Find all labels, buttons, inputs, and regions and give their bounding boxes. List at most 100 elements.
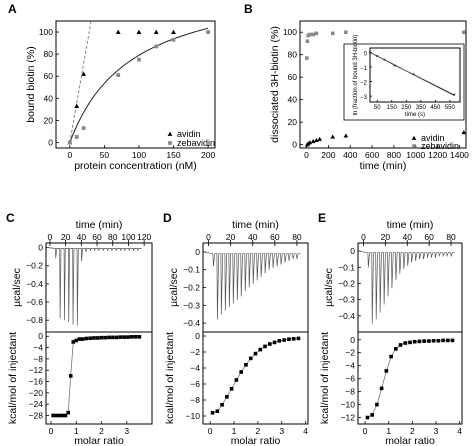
panel-a-zebavidin-point bbox=[206, 30, 210, 34]
panel-c-isotherm-point bbox=[66, 410, 71, 415]
panel-a-legend-zebavidin: zebavidin bbox=[177, 138, 215, 148]
panel-c-bottom-y-tick-label: −28 bbox=[29, 411, 44, 421]
panel-c-bottom-frame bbox=[45, 331, 153, 425]
panel-letter-d: D bbox=[163, 211, 172, 225]
panel-c-raw-heat-trace bbox=[46, 247, 142, 326]
panel-a-zebavidin-point bbox=[81, 126, 86, 131]
panel-a-x-tick-label: 150 bbox=[166, 150, 180, 160]
panel-e-isotherm-point bbox=[436, 338, 441, 343]
panel-a-x-tick-label: 100 bbox=[132, 150, 146, 160]
panel-b-inset-point bbox=[412, 73, 415, 76]
panel-b-inset-y-tick-label: 0 bbox=[364, 51, 368, 57]
panel-b-legend-avidin-marker bbox=[411, 135, 417, 140]
panel-a-avidin-point bbox=[74, 103, 80, 108]
panel-e-isotherm-point bbox=[412, 339, 417, 344]
panel-c-top-y-tick-label: −0.4 bbox=[26, 279, 43, 289]
panel-a-x-tick-label: 0 bbox=[67, 150, 72, 160]
panel-d-isotherm-point bbox=[210, 411, 215, 415]
panel-a-zebavidin-point bbox=[116, 73, 121, 78]
panel-b-inset-frame bbox=[369, 47, 461, 103]
panel-b-avidin-point bbox=[314, 137, 319, 142]
panel-b-inset-point bbox=[393, 64, 396, 67]
panel-c-isotherm-point bbox=[60, 413, 65, 418]
panel-d-bottom-x-tick-label: 0 bbox=[208, 426, 213, 436]
panel-e-time-tick-label: 0 bbox=[361, 232, 366, 242]
panel-b-x-tick-label: 400 bbox=[343, 150, 357, 160]
panel-d-bottom-y-tick-label: −8 bbox=[190, 395, 200, 405]
panel-b-x-tick-label: 600 bbox=[365, 150, 379, 160]
panel-c-isotherm-point bbox=[74, 338, 79, 343]
panel-e-time-tick-label: 60 bbox=[424, 232, 434, 242]
panel-c-bottom-xlabel: molar ratio bbox=[74, 435, 124, 446]
panel-b-x-tick-label: 0 bbox=[304, 150, 309, 160]
panel-a-legend-avidin-marker bbox=[167, 131, 173, 136]
panel-c-time-tick-label: 100 bbox=[121, 232, 135, 242]
panel-d-bottom-x-tick-label: 3 bbox=[279, 426, 284, 436]
panel-b-zebavidin-point bbox=[304, 56, 309, 60]
panel-d-bottom-frame bbox=[202, 331, 309, 425]
panel-d-isotherm-point bbox=[253, 351, 258, 356]
panel-e-raw-heat-trace bbox=[359, 250, 455, 324]
panel-a-saturation-fit bbox=[69, 27, 209, 143]
panel-b-inset-point bbox=[383, 58, 386, 61]
panel-e-isotherm-point bbox=[408, 340, 412, 345]
panel-letter-c: C bbox=[6, 211, 15, 225]
panel-b-x-tick-label: 1400 bbox=[450, 150, 469, 160]
panel-e-bottom-frame bbox=[357, 331, 463, 425]
panel-c-bottom-x-tick-label: 0 bbox=[49, 426, 54, 436]
panel-e-bottom-x-tick-label: 1 bbox=[386, 426, 391, 436]
panel-d-top-y-tick-label: −0.4 bbox=[183, 318, 200, 328]
panel-e-isotherm-point bbox=[398, 343, 403, 347]
panel-b-legend-zebavidin: zebavidin bbox=[421, 141, 459, 151]
panel-d-isotherm-point bbox=[287, 337, 291, 341]
panel-e-isotherm-point bbox=[379, 386, 384, 391]
panel-a-avidin-point bbox=[115, 29, 121, 34]
panel-b-x-tick-label: 1200 bbox=[428, 150, 447, 160]
panel-e-bottom-y-tick-label: −8 bbox=[345, 387, 355, 397]
panel-c-isotherm-point bbox=[54, 413, 58, 418]
panel-c-top-y-tick-label: −0.8 bbox=[26, 315, 43, 325]
panel-e-isotherm-point bbox=[375, 402, 379, 407]
panel-c-isotherm-point bbox=[68, 374, 73, 378]
panel-d-bottom-ylabel: kcal/mol of injectant bbox=[164, 332, 176, 424]
panel-c-time-tick-label: 20 bbox=[61, 232, 71, 242]
panel-c-time-tick-label: 0 bbox=[48, 232, 53, 242]
panel-c-time-tick-label: 80 bbox=[108, 232, 118, 242]
panel-b-xlabel: time (min) bbox=[360, 160, 407, 172]
panel-c-bottom-y-tick-label: −20 bbox=[29, 388, 44, 398]
panel-d-bottom-xlabel: molar ratio bbox=[231, 435, 281, 446]
panel-d-isotherm-point bbox=[225, 395, 229, 399]
panel-c-top-y-tick-label: −0.6 bbox=[26, 297, 43, 307]
panel-b-y-tick-label: 100 bbox=[283, 27, 297, 37]
panel-c-isotherm-point bbox=[99, 335, 104, 340]
panel-c-bottom-y-tick-label: −16 bbox=[29, 377, 44, 387]
panel-a-x-tick-label: 50 bbox=[100, 150, 110, 160]
panel-b-inset-box bbox=[343, 43, 465, 121]
panel-a-legend-zebavidin-marker bbox=[168, 141, 172, 145]
panel-e-isotherm-point bbox=[370, 413, 374, 417]
panel-d-isotherm-point bbox=[215, 409, 220, 413]
panel-d-isotherm-point bbox=[220, 403, 224, 407]
panel-c-isotherm-point bbox=[126, 335, 130, 339]
panel-a-avidin-point bbox=[81, 71, 87, 76]
panel-e-isotherm-point bbox=[431, 338, 436, 343]
panel-c-isotherm-point bbox=[137, 335, 142, 339]
panel-d-isotherm-point bbox=[268, 342, 272, 346]
panel-c-isotherm-point bbox=[114, 335, 119, 340]
panel-b-inset-x-tick-label: 150 bbox=[387, 105, 398, 111]
panel-c-top-frame bbox=[45, 242, 153, 333]
panel-e-isotherm-point bbox=[394, 347, 398, 351]
panel-e-time-label: time (min) bbox=[387, 219, 434, 231]
panel-c-isotherm-point bbox=[63, 413, 68, 418]
panel-b-zebavidin-point bbox=[462, 30, 466, 35]
panel-b-zebavidin-point bbox=[305, 39, 310, 44]
panel-a-zebavidin-point bbox=[154, 44, 159, 49]
panel-b-inset-y-tick-label: −3 bbox=[360, 95, 368, 101]
panel-b-inset-xlabel: time (s) bbox=[405, 112, 425, 118]
panel-a-linear-fit bbox=[69, 20, 92, 143]
panel-e-bottom-x-tick-label: 3 bbox=[434, 426, 439, 436]
panel-b-x-tick-label: 200 bbox=[321, 150, 335, 160]
panel-e-bottom-y-tick-label: −10 bbox=[341, 400, 356, 410]
panel-c-isotherm-point bbox=[71, 340, 76, 344]
